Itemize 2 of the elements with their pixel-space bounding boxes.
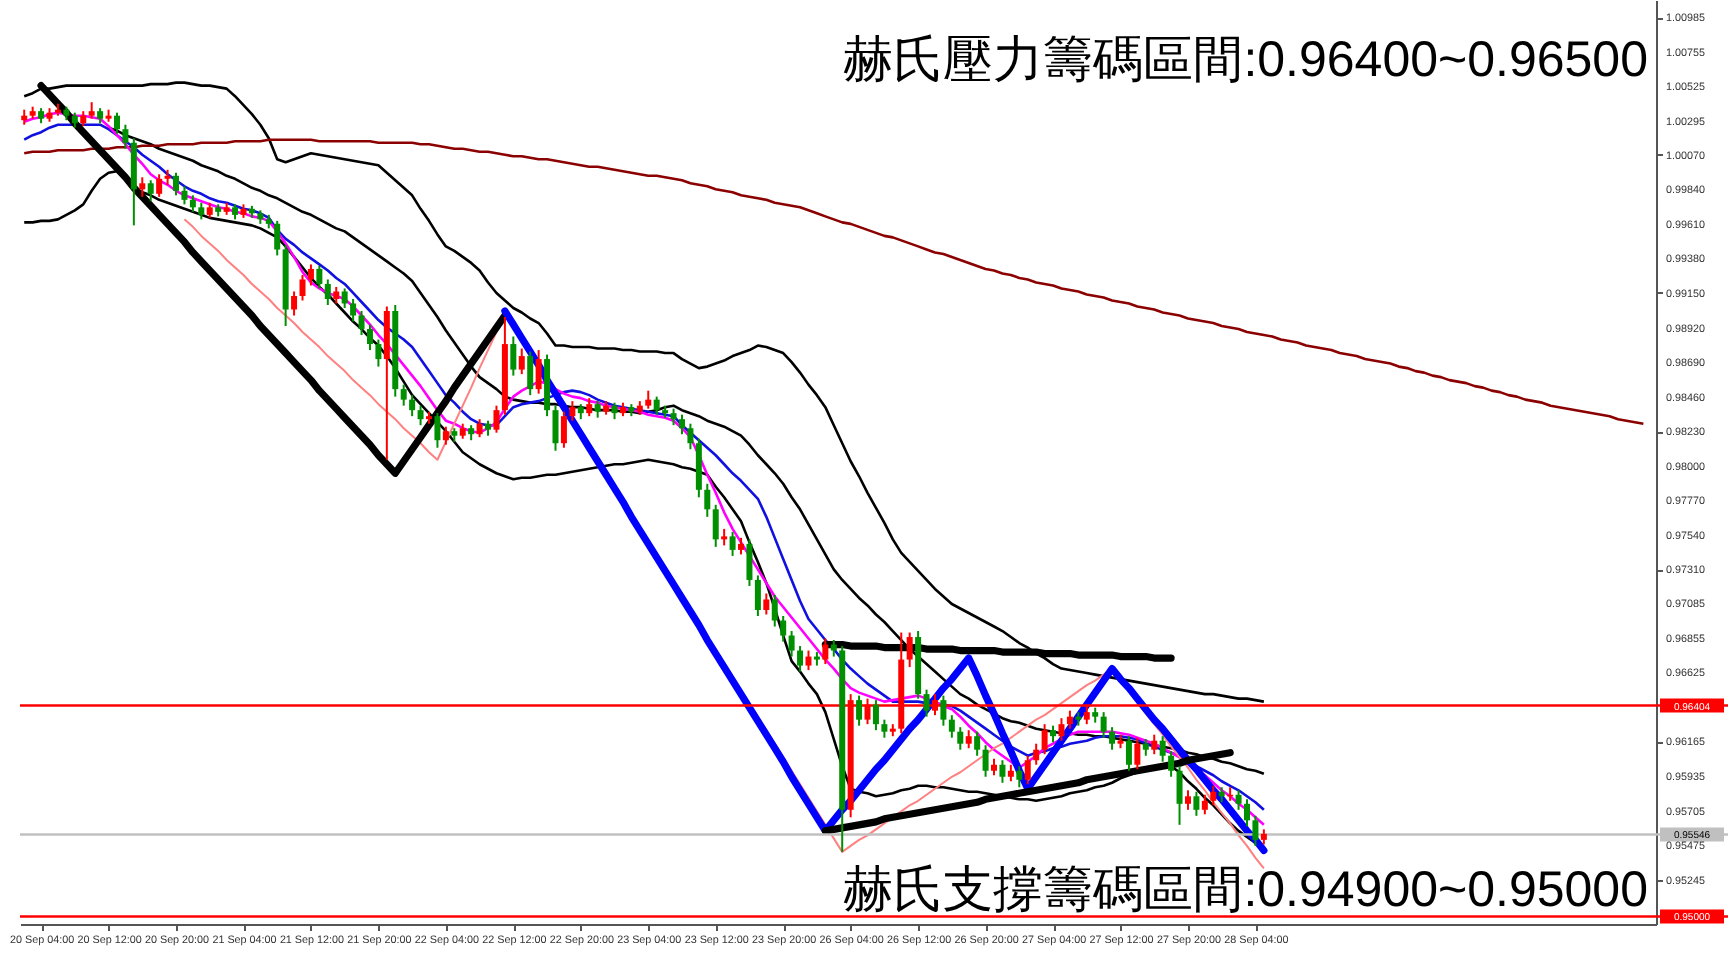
annotation: 赫氏支撐籌碼區間:0.94900~0.95000 bbox=[843, 862, 1648, 918]
annotation: 赫氏壓力籌碼區間:0.96400~0.96500 bbox=[843, 32, 1648, 88]
